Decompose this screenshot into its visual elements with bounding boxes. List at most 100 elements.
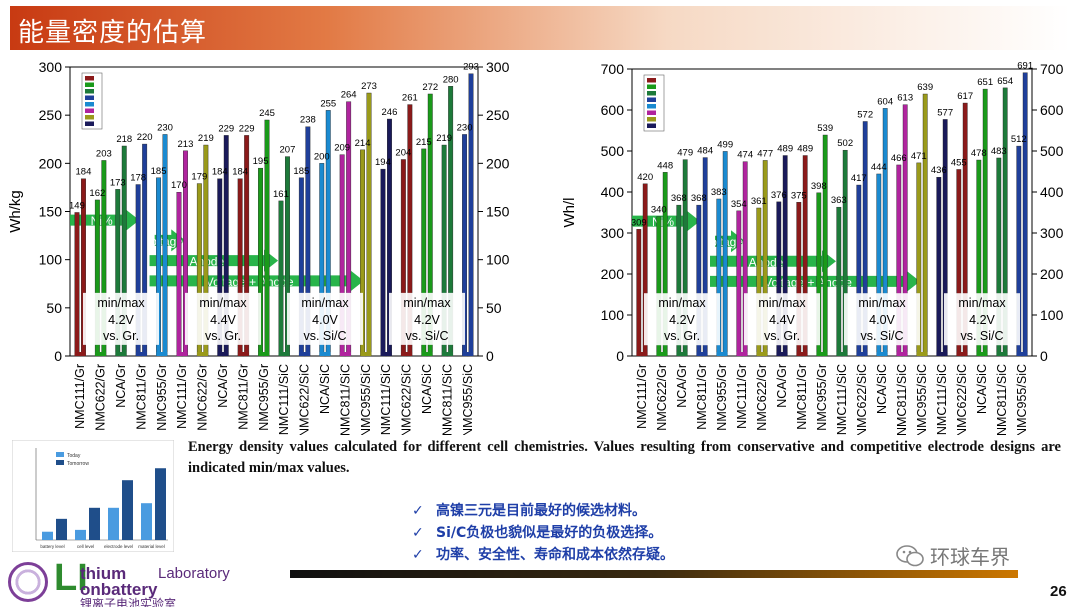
data-label-min: 173 <box>110 177 126 188</box>
category-label: NMC955/Gr <box>155 364 169 431</box>
y-tick-label-right: 0 <box>1040 348 1048 364</box>
data-label-min: 185 <box>293 166 309 177</box>
y-tick-label-left: 100 <box>39 252 63 268</box>
legend-box <box>643 74 665 132</box>
data-label-min: 455 <box>951 157 967 168</box>
category-label: NMC811/Gr <box>134 364 148 430</box>
logo-initials: LI <box>54 557 88 599</box>
lab-logo: LI thium Laboratory onbattery 锂离子电池实验室 <box>4 557 274 607</box>
bar-max <box>366 92 372 357</box>
data-label-max: 539 <box>817 123 833 134</box>
category-label: NMC622/SiC <box>855 364 869 435</box>
data-label-max: 203 <box>96 148 112 159</box>
legend-swatch <box>85 82 94 87</box>
data-label-max: 229 <box>239 123 255 134</box>
group-annotation-anode: vs. Si/C <box>860 329 903 343</box>
data-label-max: 691 <box>1017 61 1033 72</box>
bar-max <box>1022 72 1028 357</box>
university-seal-icon <box>8 562 48 602</box>
bar-base <box>339 352 351 356</box>
data-label-min: 376 <box>771 190 787 201</box>
data-label-max: 651 <box>977 77 993 88</box>
group-annotation-voltage: 4.2V <box>969 313 995 327</box>
y-tick-label-right: 0 <box>486 348 494 364</box>
data-label-min: 215 <box>416 137 432 148</box>
check-icon: ✓ <box>412 525 424 541</box>
bar-base <box>258 352 270 356</box>
legend-swatch <box>85 89 94 94</box>
y-tick-label-right: 200 <box>486 155 510 171</box>
bar-min <box>636 229 642 357</box>
legend-swatch <box>85 76 94 81</box>
data-label-max: 245 <box>259 108 275 119</box>
data-label-max: 654 <box>997 76 1013 87</box>
group-annotation-label: min/max <box>758 296 806 310</box>
data-label-max: 499 <box>717 139 733 150</box>
category-label: NMC955/Gr <box>257 364 271 431</box>
watermark: 环球车界 <box>896 541 1010 570</box>
figure-caption: Energy density values calculated for dif… <box>188 439 1061 476</box>
y-tick-label-left: 600 <box>601 102 625 118</box>
group-annotation-label: min/max <box>958 296 1006 310</box>
category-label: NMC111/Gr <box>175 364 189 429</box>
data-label-min: 512 <box>1011 134 1027 145</box>
legend-swatch <box>85 121 94 126</box>
bar-base <box>401 352 413 356</box>
bar-base <box>176 352 188 356</box>
data-label-min: 361 <box>751 196 767 207</box>
y-tick-label-left: 300 <box>601 225 625 241</box>
check-icon: ✓ <box>412 503 424 519</box>
bar-base <box>736 352 748 356</box>
y-tick-label-left: 200 <box>601 266 625 282</box>
y-tick-label-right: 300 <box>486 59 510 75</box>
group-annotation-voltage: 4.4V <box>769 313 795 327</box>
category-label: NMC111/SiC <box>379 364 393 435</box>
legend-swatch <box>647 104 656 109</box>
data-label-max: 293 <box>463 62 479 73</box>
legend-swatch <box>647 123 656 128</box>
data-label-min: 368 <box>691 193 707 204</box>
bar-base <box>656 352 668 356</box>
data-label-min: 363 <box>831 195 847 206</box>
legend-swatch <box>85 115 94 120</box>
data-label-min: 195 <box>253 156 269 167</box>
category-label: NMC811/Gr <box>795 364 809 430</box>
data-label-max: 230 <box>157 122 173 133</box>
bar-base <box>299 352 311 356</box>
y-tick-label-right: 100 <box>1040 307 1064 323</box>
bar-min <box>278 200 284 357</box>
y-tick-label-left: 300 <box>39 59 63 75</box>
category-label: NMC955/Gr <box>815 364 829 431</box>
category-label: NMC111/Gr <box>635 364 649 429</box>
data-label-max: 229 <box>218 123 234 134</box>
y-tick-label-left: 0 <box>616 348 624 364</box>
data-label-max: 280 <box>443 74 459 85</box>
group-annotation-anode: vs. Gr. <box>764 329 800 343</box>
group-annotation-bg <box>644 293 720 346</box>
bar-base <box>74 352 86 356</box>
conclusion-text: Si/C负极也貌似是最好的负极选择。 <box>436 525 663 541</box>
bar-min <box>380 168 386 357</box>
category-label: NCA/SiC <box>875 364 889 414</box>
group-annotation-voltage: 4.2V <box>669 313 695 327</box>
y-axis-label: Wh/l <box>561 198 578 228</box>
inset-legend-label: Today <box>67 453 81 459</box>
watermark-text: 环球车界 <box>930 545 1010 569</box>
data-label-min: 209 <box>334 143 350 154</box>
group-annotation-voltage: 4.0V <box>869 313 895 327</box>
inset-bar <box>56 518 67 540</box>
y-axis-label: Wh/kg <box>7 190 24 233</box>
y-tick-label-left: 150 <box>39 204 63 220</box>
legend-swatch <box>85 95 94 100</box>
data-label-min: 471 <box>911 151 927 162</box>
data-label-min: 375 <box>791 190 807 201</box>
bar-base <box>319 352 331 356</box>
data-label-min: 179 <box>191 172 207 183</box>
data-label-max: 479 <box>677 148 693 159</box>
conclusion-text: 高镍三元是目前最好的候选材料。 <box>436 503 646 519</box>
bar-base <box>197 352 209 356</box>
y-tick-label-right: 150 <box>486 204 510 220</box>
data-label-max: 246 <box>382 107 398 118</box>
bar-base <box>696 352 708 356</box>
data-label-max: 613 <box>897 93 913 104</box>
